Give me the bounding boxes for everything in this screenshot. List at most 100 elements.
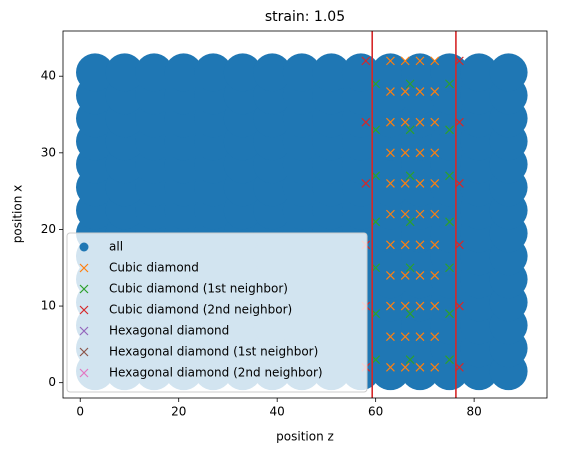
- point: [400, 209, 410, 219]
- legend-marker: [79, 284, 89, 294]
- point: [415, 56, 425, 66]
- point: [386, 209, 395, 219]
- point: [386, 148, 395, 158]
- point: [415, 148, 425, 158]
- legend-box: [66, 232, 368, 393]
- axes-frame: [62, 30, 548, 399]
- legend-label: Cubic diamond: [109, 261, 199, 275]
- legend-label: Hexagonal diamond (1st neighbor): [109, 345, 318, 359]
- x-tick-label: 60: [368, 405, 383, 419]
- point: [415, 117, 425, 127]
- point: [400, 87, 410, 96]
- point: [371, 53, 410, 92]
- point: [415, 362, 425, 372]
- point: [415, 240, 425, 250]
- point: [405, 79, 415, 89]
- point: [361, 56, 371, 66]
- point: [445, 171, 454, 181]
- point: [405, 125, 415, 135]
- legend: all Cubic diamond Cubic diamond (1st neigh…: [66, 232, 368, 393]
- point: [312, 53, 351, 92]
- point: [430, 87, 440, 96]
- point: [400, 56, 410, 66]
- x-tick-label: 40: [270, 405, 285, 419]
- y-tick-label: 0: [48, 375, 56, 389]
- point: [430, 362, 440, 372]
- point: [400, 179, 410, 188]
- point: [400, 332, 410, 342]
- point: [386, 270, 395, 280]
- x-tick-label: 0: [76, 405, 84, 419]
- point: [223, 53, 262, 92]
- point: [415, 270, 425, 280]
- x-axis-label: position z: [276, 430, 334, 444]
- legend-label: Hexagonal diamond: [109, 324, 229, 338]
- point: [415, 87, 425, 96]
- point: [386, 87, 395, 96]
- point: [430, 270, 440, 280]
- point: [164, 53, 203, 92]
- point: [386, 117, 395, 127]
- point: [282, 53, 321, 92]
- point: [430, 332, 440, 342]
- y-tick-label: 40: [41, 69, 56, 83]
- point: [386, 362, 395, 372]
- point: [105, 53, 144, 92]
- point: [405, 217, 415, 227]
- point: [400, 362, 410, 372]
- point: [400, 148, 410, 158]
- legend-marker: [79, 368, 89, 378]
- point: [253, 53, 292, 92]
- point: [386, 240, 395, 250]
- point: [445, 217, 454, 227]
- point: [445, 79, 454, 89]
- point: [430, 209, 440, 219]
- chart-title: strain: 1.05: [265, 9, 345, 25]
- point: [430, 117, 440, 127]
- point: [489, 53, 528, 92]
- point: [400, 117, 410, 127]
- point: [361, 179, 371, 188]
- point: [135, 53, 174, 92]
- point: [430, 240, 440, 250]
- point: [400, 270, 410, 280]
- point: [361, 117, 371, 127]
- point: [430, 56, 440, 66]
- point: [400, 301, 410, 311]
- legend-label: Cubic diamond (1st neighbor): [109, 282, 288, 296]
- y-tick-label: 20: [41, 222, 56, 236]
- point: [430, 301, 440, 311]
- legend-marker: [79, 347, 89, 357]
- point: [405, 263, 415, 273]
- point: [76, 53, 115, 92]
- point: [405, 309, 415, 319]
- point: [386, 179, 395, 188]
- point: [445, 263, 454, 273]
- point: [430, 179, 440, 188]
- point: [386, 332, 395, 342]
- point: [194, 53, 233, 92]
- point: [386, 56, 395, 66]
- legend-marker: [79, 263, 89, 273]
- point: [445, 125, 454, 135]
- legend-marker: [79, 305, 89, 315]
- point: [341, 53, 380, 92]
- x-tick-label: 80: [466, 405, 481, 419]
- point: [386, 301, 395, 311]
- y-tick-label: 30: [41, 145, 56, 159]
- legend-label: Cubic diamond (2nd neighbor): [109, 303, 292, 317]
- y-axis-label: position x: [11, 185, 25, 243]
- point: [405, 355, 415, 365]
- point: [430, 148, 440, 158]
- legend-marker: [79, 326, 89, 336]
- point: [445, 309, 454, 319]
- point: [415, 332, 425, 342]
- point: [400, 240, 410, 250]
- y-tick-label: 10: [41, 299, 56, 313]
- point: [460, 53, 499, 92]
- legend-label: all: [109, 240, 123, 254]
- point: [415, 209, 425, 219]
- point: [430, 53, 469, 92]
- x-tick-label: 20: [171, 405, 186, 419]
